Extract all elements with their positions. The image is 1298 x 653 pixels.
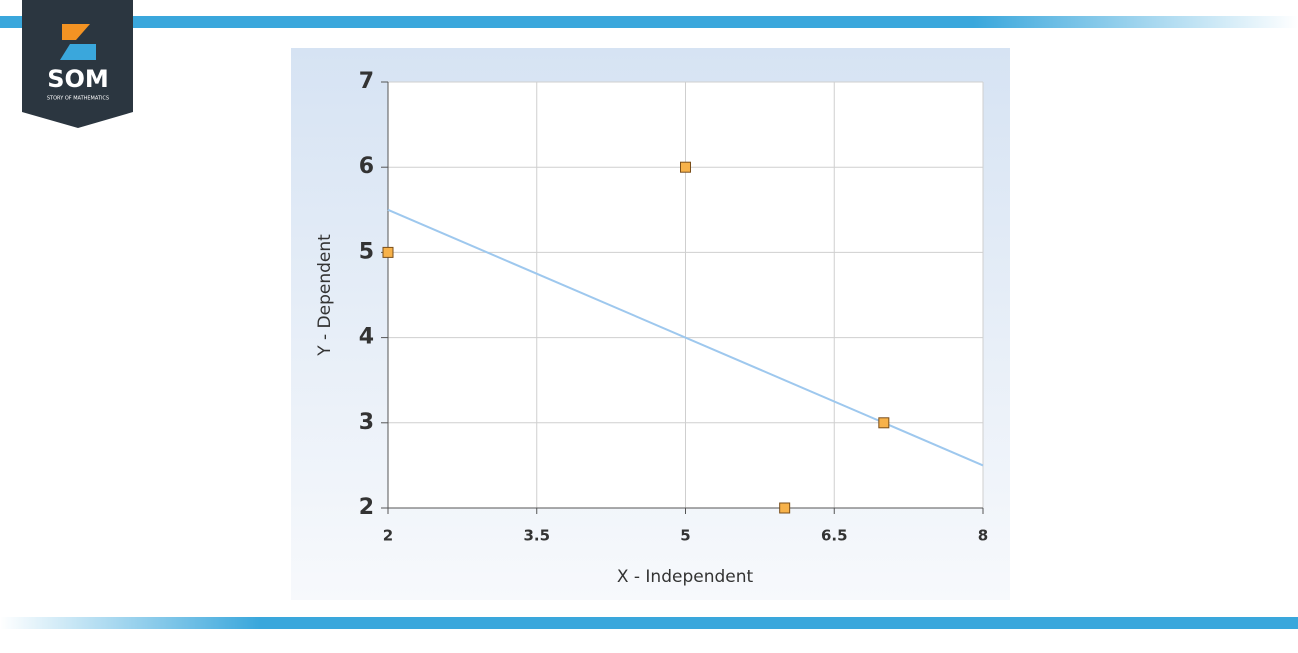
y-tick-label: 6 <box>359 154 374 179</box>
y-tick-label: 2 <box>359 495 374 520</box>
y-axis-label: Y - Dependent <box>315 234 335 357</box>
y-tick-label: 7 <box>359 69 374 94</box>
bottom-stripe <box>0 617 1298 629</box>
y-tick-label: 4 <box>359 325 374 350</box>
logo-mark <box>60 44 96 60</box>
logo-subtitle: STORY OF MATHEMATICS <box>47 96 109 102</box>
x-tick-label: 2 <box>383 527 393 545</box>
scatter-point <box>382 246 394 258</box>
scatter-point <box>878 417 890 429</box>
top-stripe <box>0 16 1298 28</box>
x-axis-label: X - Independent <box>617 567 754 587</box>
logo-mark <box>62 24 90 40</box>
logo-shield <box>22 0 133 128</box>
y-tick-label: 3 <box>359 410 374 435</box>
x-tick-label: 6.5 <box>821 527 848 545</box>
x-tick-label: 3.5 <box>523 527 550 545</box>
y-tick-label: 5 <box>359 239 374 264</box>
x-tick-label: 8 <box>978 527 988 545</box>
logo-title: SOM <box>47 65 109 93</box>
scatter-point <box>680 161 691 173</box>
x-tick-label: 5 <box>680 527 690 545</box>
scatter-point <box>779 502 791 514</box>
